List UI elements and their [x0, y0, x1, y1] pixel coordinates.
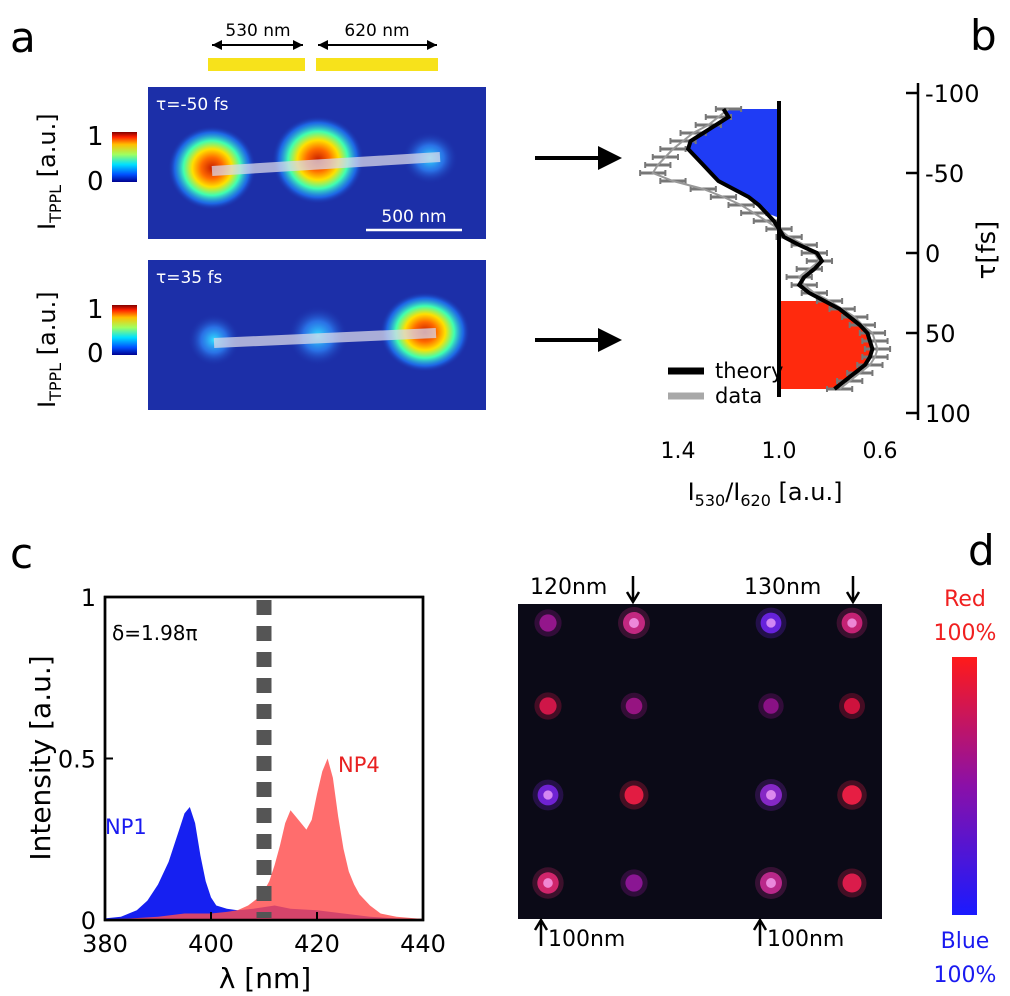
d-image [518, 604, 882, 919]
theory-line [685, 107, 875, 391]
c-xtick-label: 440 [400, 930, 446, 958]
d-spot-core [629, 618, 639, 628]
d-spot-core [766, 618, 776, 628]
d-spot [539, 697, 557, 715]
c-xtick-label: 400 [188, 930, 234, 958]
d-spot [625, 874, 643, 892]
panel-label-b: b [970, 11, 997, 60]
d-legend-red-word: Red [944, 587, 986, 612]
rod-top [211, 152, 441, 176]
d-top-label-1: 120nm [530, 575, 607, 600]
c-ylabel: Intensity [a.u.] [24, 655, 57, 860]
d-bottom-arrow-2 [752, 917, 768, 946]
panel-a: 530 nm 620 nm τ=-50 fs 500 nm τ=35 fs 1 … [33, 21, 622, 410]
arrow-bottom-head [598, 328, 622, 352]
colorbar-bottom [112, 305, 137, 355]
d-spot [624, 785, 644, 805]
d-top-arrow-1 [625, 576, 641, 605]
d-bottom-arrow-1 [533, 917, 549, 946]
d-spot-core [543, 878, 553, 888]
bracket-530-label: 530 nm [225, 21, 290, 41]
b-ytick-label: -100 [925, 80, 979, 108]
tppl-ylabel-top: ITPPL [a.u.] [33, 113, 65, 230]
b-ytick-label: 100 [925, 400, 971, 428]
d-spot-core [766, 878, 776, 888]
tppl-ylabel-bottom: ITPPL [a.u.] [33, 291, 65, 408]
c-label-np1: NP1 [105, 815, 147, 839]
panel-label-d: d [968, 526, 995, 575]
c-ytick-label: 0.5 [58, 746, 96, 774]
tau-label-bottom: τ=35 fs [156, 268, 222, 288]
scale-bar-label: 500 nm [381, 207, 446, 227]
bracket-530-arrowheads [212, 40, 303, 50]
panel-c: 380 400 420 440 00.51 δ=1.98π NP1 NP4 Inten… [24, 584, 446, 995]
arrow-top-head [598, 146, 622, 170]
d-spots [532, 607, 868, 899]
b-xtick-label: 1.4 [661, 439, 696, 464]
yellow-bar-620 [316, 58, 438, 71]
d-spot [844, 698, 860, 714]
panel-label-c: c [10, 529, 33, 578]
c-xtick-label: 380 [82, 930, 128, 958]
b-ytick-label: 0 [925, 240, 940, 268]
d-spot-core [543, 790, 553, 800]
d-top-label-2: 130nm [744, 575, 821, 600]
colorbar-top-min: 0 [87, 167, 104, 197]
c-ytick-label: 1 [81, 584, 96, 612]
d-top-arrow-2 [845, 576, 861, 605]
b-ytick-label: -50 [925, 160, 964, 188]
d-legend-red-pct: 100% [934, 621, 997, 646]
b-xtick-label: 1.0 [762, 439, 797, 464]
b-xtick-label: 0.6 [863, 439, 898, 464]
b-xticks: 1.4 1.0 0.6 [661, 439, 898, 464]
d-legend-blue-word: Blue [941, 929, 990, 954]
c-xtick-label: 420 [294, 930, 340, 958]
np4-area [105, 758, 423, 920]
bracket-620-label: 620 nm [344, 21, 409, 41]
yellow-bar-530 [208, 58, 305, 71]
d-spot-core [847, 618, 857, 628]
panel-b: -100 -50 0 50 100 1.4 1.0 0.6 τ[fs] I530/I620 … [639, 80, 1002, 510]
ratio-fill-1 [688, 109, 779, 218]
b-legend: theory data [668, 359, 783, 408]
panel-d: 120nm 130nm 100nm 100nm Red 100% Blue 10… [518, 575, 996, 988]
d-spot [539, 614, 557, 632]
d-legend-colorbar [952, 657, 977, 915]
np1-area [105, 807, 423, 920]
colorbar-bottom-max: 1 [87, 295, 104, 325]
tau-label-top: τ=-50 fs [156, 95, 229, 115]
d-legend-blue-pct: 100% [934, 963, 997, 988]
c-plot-border [103, 595, 425, 922]
colorbar-top-max: 1 [87, 122, 104, 152]
c-xlabel: λ [nm] [219, 962, 311, 995]
c-ytick-label: 0 [81, 907, 96, 935]
c-label-np4: NP4 [338, 753, 380, 777]
d-spot [763, 698, 779, 714]
colorbar-top [112, 132, 137, 182]
b-yticks: -100 -50 0 50 100 [906, 80, 979, 428]
b-xlabel: I530/I620 [a.u.] [688, 478, 843, 510]
d-bottom-label-2: 100nm [767, 927, 844, 952]
d-spot [842, 785, 862, 805]
b-ylabel: τ[fs] [972, 221, 1002, 280]
d-spot [625, 697, 643, 715]
ratio-fill-2 [779, 301, 873, 389]
d-spot [842, 873, 862, 893]
colorbar-bottom-min: 0 [87, 339, 104, 369]
c-annotation: δ=1.98π [112, 621, 198, 645]
rod-bottom [213, 328, 437, 348]
panel-label-a: a [10, 13, 36, 62]
legend-data-label: data [715, 384, 762, 408]
d-spot-core [766, 790, 776, 800]
d-bottom-label-1: 100nm [548, 927, 625, 952]
c-xticks: 380 400 420 440 [82, 912, 446, 958]
legend-theory-label: theory [715, 359, 783, 383]
c-yticks: 00.51 [58, 584, 113, 935]
b-ytick-label: 50 [925, 320, 956, 348]
